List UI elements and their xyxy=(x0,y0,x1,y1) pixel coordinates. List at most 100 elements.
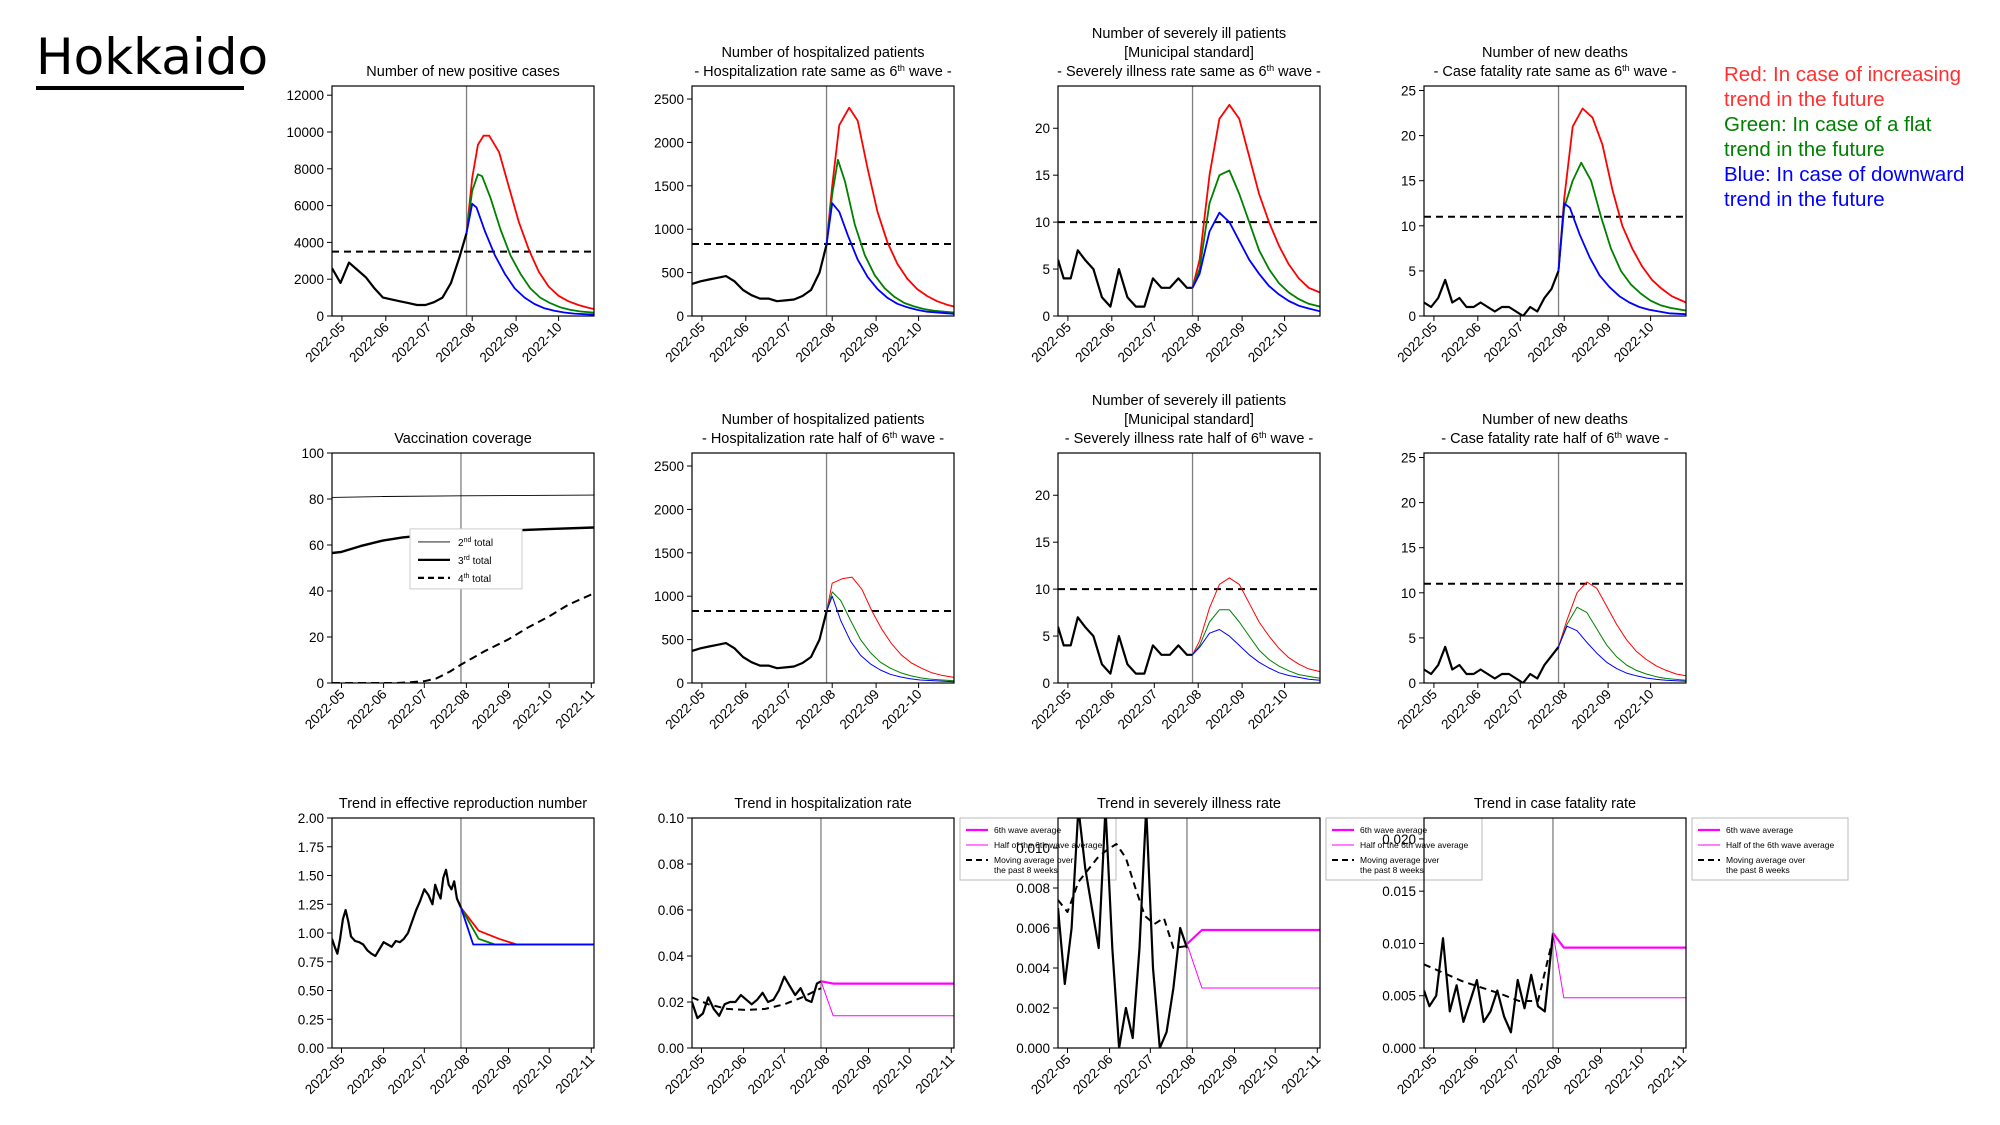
legend-box xyxy=(959,817,1117,881)
series-moving_avg xyxy=(692,987,822,1011)
scenario-note-increasing-line2: trend in the future xyxy=(1724,88,1885,111)
x-tick-label: 2022-11 xyxy=(1644,1052,1689,1097)
scenario-note-downward-line2: trend in the future xyxy=(1724,188,1885,211)
legend-label: Moving average over xyxy=(994,855,1074,865)
series-moving_avg xyxy=(1058,843,1188,949)
legend-box xyxy=(1325,817,1483,881)
legend-label: Half of the 6th wave average xyxy=(1360,840,1468,850)
y-tick-label: 0.015 xyxy=(1382,884,1416,899)
y-tick-label: 20 xyxy=(1035,121,1050,136)
legend-label: 6th wave average xyxy=(994,825,1061,835)
series-flat xyxy=(1192,609,1320,679)
severe-illness-rate-title-line: Trend in severely illness rate xyxy=(1097,796,1281,812)
series-dose4 xyxy=(332,592,594,683)
y-tick-label: 0.10 xyxy=(658,811,684,826)
y-tick-label: 0 xyxy=(316,676,324,691)
y-tick-label: 2500 xyxy=(654,92,684,107)
series-actual xyxy=(692,244,828,303)
y-tick-label: 1000 xyxy=(654,589,684,604)
y-tick-label: 0.010 xyxy=(1382,936,1416,951)
new-deaths-same-title-line: Number of new deaths xyxy=(1482,45,1628,61)
y-tick-label: 10 xyxy=(1401,219,1416,234)
series-actual xyxy=(332,868,463,958)
y-tick-label: 1.00 xyxy=(298,926,324,941)
series-downward xyxy=(465,202,594,316)
scenario-note-downward-line1: Blue: In case of downward xyxy=(1724,163,1965,186)
series-sixth_avg xyxy=(820,980,954,985)
severely-ill-half-title-line: Number of severely ill patients xyxy=(1092,393,1286,409)
scenario-legend: Red: In case of increasing trend in the … xyxy=(1724,62,1994,212)
legend-label: 6th wave average xyxy=(1726,825,1793,835)
y-tick-label: 20 xyxy=(1035,488,1050,503)
y-tick-label: 0.08 xyxy=(658,857,684,872)
y-tick-label: 0.004 xyxy=(1016,961,1050,976)
plot-frame xyxy=(1057,452,1321,684)
title-underline xyxy=(36,86,244,90)
severely-ill-half-title-line: [Municipal standard] xyxy=(1124,412,1254,428)
series-downward xyxy=(825,202,954,315)
y-tick-label: 0.06 xyxy=(658,903,684,918)
y-tick-label: 2000 xyxy=(294,272,324,287)
series-downward xyxy=(1558,625,1686,682)
x-tick-label: 2022-05 xyxy=(1394,1052,1440,1098)
series-downward xyxy=(1191,211,1320,313)
y-tick-label: 20 xyxy=(309,630,324,645)
y-tick-label: 1.75 xyxy=(298,840,324,855)
legend-label: the past 8 weeks xyxy=(1726,865,1790,875)
series-increasing xyxy=(825,106,954,308)
series-increasing xyxy=(1191,103,1320,294)
y-tick-label: 0.000 xyxy=(1016,1041,1050,1056)
series-actual xyxy=(1424,270,1560,316)
series-flat xyxy=(1558,606,1686,681)
series-downward xyxy=(1557,202,1686,316)
series-actual xyxy=(692,611,828,670)
y-tick-label: 10 xyxy=(1401,586,1416,601)
y-tick-label: 0 xyxy=(1408,676,1416,691)
series-flat xyxy=(465,173,594,314)
series-actual xyxy=(332,232,468,307)
y-tick-label: 10 xyxy=(1035,582,1050,597)
y-tick-label: 0 xyxy=(316,309,324,324)
legend-box xyxy=(1691,817,1849,881)
series-moving_avg xyxy=(1424,937,1554,1002)
y-tick-label: 0.010 xyxy=(1016,841,1050,856)
y-tick-label: 2.00 xyxy=(298,811,324,826)
y-tick-label: 0 xyxy=(1408,309,1416,324)
series-flat xyxy=(826,591,954,682)
y-tick-label: 10 xyxy=(1035,215,1050,230)
y-tick-label: 0.000 xyxy=(1382,1041,1416,1056)
series-actual xyxy=(1424,645,1560,683)
y-tick-label: 100 xyxy=(301,446,324,461)
vaccination-coverage-title-line: Vaccination coverage xyxy=(394,431,532,447)
y-tick-label: 0.00 xyxy=(658,1041,684,1056)
plot-frame xyxy=(691,85,955,317)
y-tick-label: 0 xyxy=(676,676,684,691)
legend-label: Moving average over xyxy=(1726,855,1806,865)
y-tick-label: 1000 xyxy=(654,222,684,237)
series-sixth_avg xyxy=(1186,928,1320,945)
scenario-note-increasing-line1: Red: In case of increasing xyxy=(1724,63,1962,86)
series-actual xyxy=(1058,616,1193,675)
series-increasing xyxy=(465,134,594,310)
legend-label: the past 8 weeks xyxy=(1360,865,1424,875)
y-tick-label: 5 xyxy=(1408,631,1416,646)
y-tick-label: 0.00 xyxy=(298,1041,324,1056)
series-sixth_avg xyxy=(1552,932,1686,949)
y-tick-label: 0.008 xyxy=(1016,881,1050,896)
y-tick-label: 4000 xyxy=(294,235,324,250)
x-tick-label: 2022-09 xyxy=(1561,1052,1607,1098)
series-increasing xyxy=(826,576,954,678)
y-tick-label: 60 xyxy=(309,538,324,553)
legend-label: Moving average over xyxy=(1360,855,1440,865)
case-fatality-rate-title-line: Trend in case fatality rate xyxy=(1474,796,1636,812)
plot-frame xyxy=(331,452,595,684)
